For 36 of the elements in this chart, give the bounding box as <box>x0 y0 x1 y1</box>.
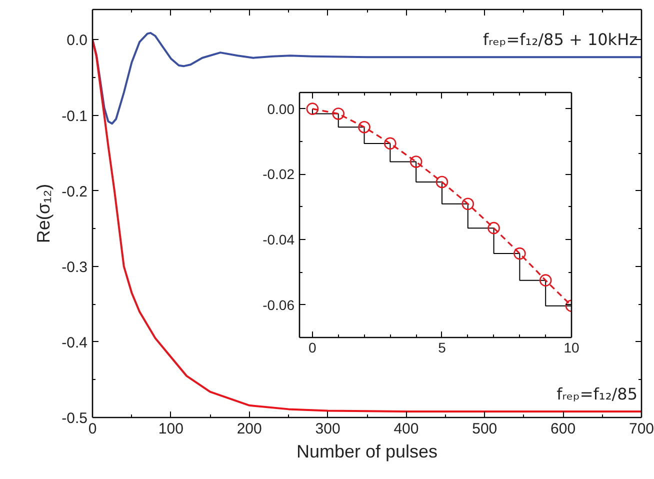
series-label: fᵣₑₚ=f₁₂/85 <box>556 384 638 404</box>
series-label: fᵣₑₚ=f₁₂/85 + 10kHz <box>482 30 638 50</box>
y-tick-label: 0.0 <box>66 32 88 50</box>
point <box>539 274 552 286</box>
point <box>514 247 526 260</box>
x-tick-label: 600 <box>550 420 576 438</box>
x-tick-label: 400 <box>394 420 419 438</box>
x-tick-label: 300 <box>315 420 340 438</box>
x-tick-label: 200 <box>236 420 262 438</box>
x-tick-label: 100 <box>158 420 184 438</box>
line-series <box>92 32 642 125</box>
x-tick-label: 0 <box>88 420 97 438</box>
y-tick-label: -0.3 <box>62 258 88 276</box>
y-tick-label: -0.1 <box>62 108 88 125</box>
point <box>358 120 370 134</box>
point <box>332 108 345 120</box>
y-tick-label: -0.06 <box>262 296 295 313</box>
y-tick-label: 0.00 <box>267 100 295 117</box>
x-tick-label: 500 <box>472 420 498 438</box>
point <box>462 198 474 210</box>
point <box>410 156 422 168</box>
x-tick-label: 10 <box>564 340 580 356</box>
point <box>436 176 448 188</box>
point <box>306 102 319 115</box>
y-tick-label: -0.5 <box>62 410 88 427</box>
y-tick-label: -0.4 <box>62 334 88 352</box>
x-tick-label: 700 <box>628 420 654 438</box>
y-tick-label: -0.02 <box>262 166 295 182</box>
y-axis-title: Re(σ₁₂) <box>34 184 54 244</box>
y-tick-label: -0.2 <box>62 183 88 200</box>
x-tick-label: 0 <box>308 340 317 356</box>
point <box>384 137 396 150</box>
y-tick-label: -0.04 <box>262 232 295 248</box>
x-tick-label: 5 <box>438 340 446 356</box>
point <box>488 222 500 234</box>
x-axis-title: Number of pulses <box>296 442 438 462</box>
